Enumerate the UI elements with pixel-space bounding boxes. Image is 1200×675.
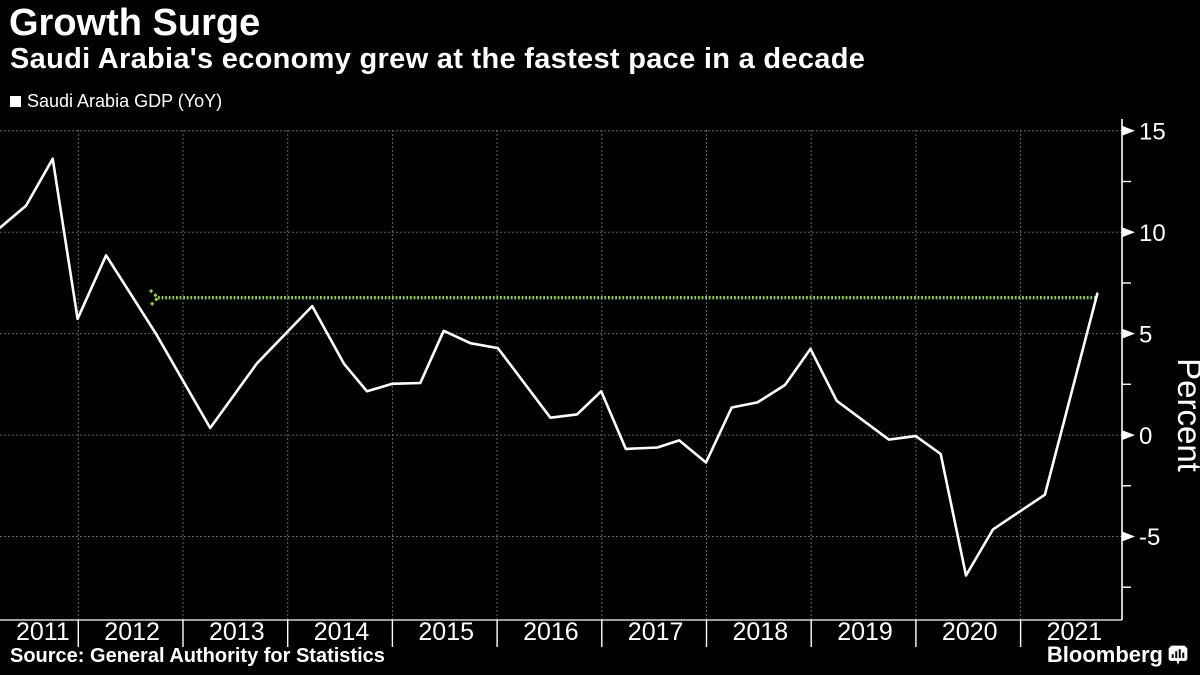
svg-text:2018: 2018 bbox=[733, 618, 789, 646]
svg-text:15: 15 bbox=[1139, 119, 1166, 146]
svg-text:2013: 2013 bbox=[209, 618, 265, 646]
svg-text:2016: 2016 bbox=[523, 618, 579, 646]
svg-text:Percent: Percent bbox=[1171, 358, 1200, 472]
svg-text:2015: 2015 bbox=[418, 618, 474, 646]
svg-text:5: 5 bbox=[1139, 321, 1152, 348]
svg-text:10: 10 bbox=[1139, 220, 1166, 247]
svg-text:2011: 2011 bbox=[16, 618, 70, 646]
svg-text:2020: 2020 bbox=[942, 618, 998, 646]
svg-text:0: 0 bbox=[1139, 423, 1152, 450]
svg-text:2014: 2014 bbox=[314, 618, 370, 646]
svg-text:2019: 2019 bbox=[837, 618, 893, 646]
svg-text:2012: 2012 bbox=[104, 618, 160, 646]
svg-text:-5: -5 bbox=[1139, 524, 1160, 551]
svg-text:2017: 2017 bbox=[628, 618, 684, 646]
